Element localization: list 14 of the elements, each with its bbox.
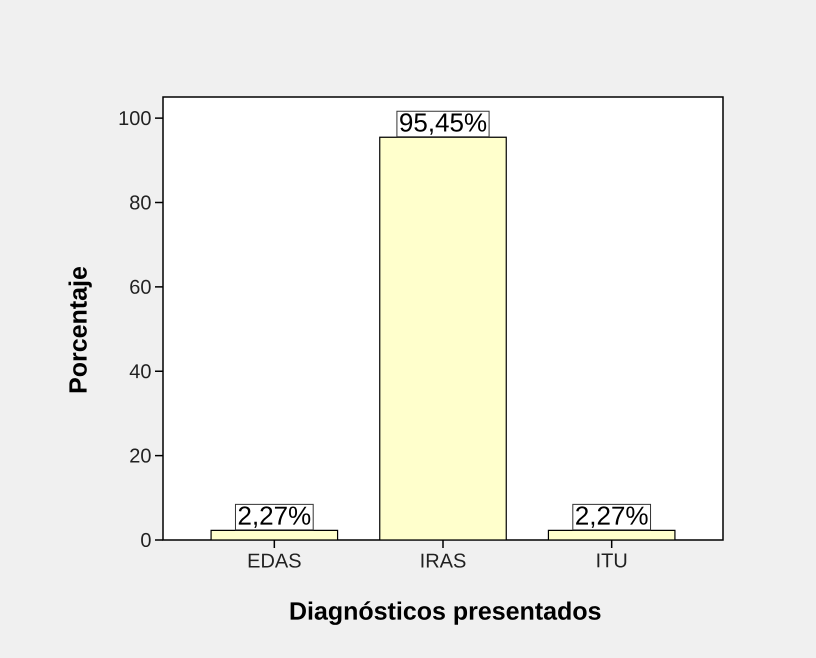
x-tick-label: IRAS: [422, 554, 466, 568]
x-tick-label: EDAS: [248, 554, 301, 568]
x-axis-title: Diagnósticos presentados: [290, 601, 600, 625]
y-axis-title: Porcentaje: [68, 266, 92, 392]
y-tick-label: 80: [130, 195, 151, 210]
data-label: 2,27%: [238, 506, 310, 528]
data-label: 95,45%: [400, 113, 486, 135]
y-tick-label: 100: [120, 111, 151, 126]
data-label: 2,27%: [576, 506, 648, 528]
x-tick-label: ITU: [597, 554, 626, 568]
y-tick-label: 60: [130, 280, 151, 294]
y-tick-label: 0: [141, 532, 151, 548]
y-tick-label: 20: [130, 448, 151, 463]
y-tick-label: 40: [130, 364, 151, 378]
